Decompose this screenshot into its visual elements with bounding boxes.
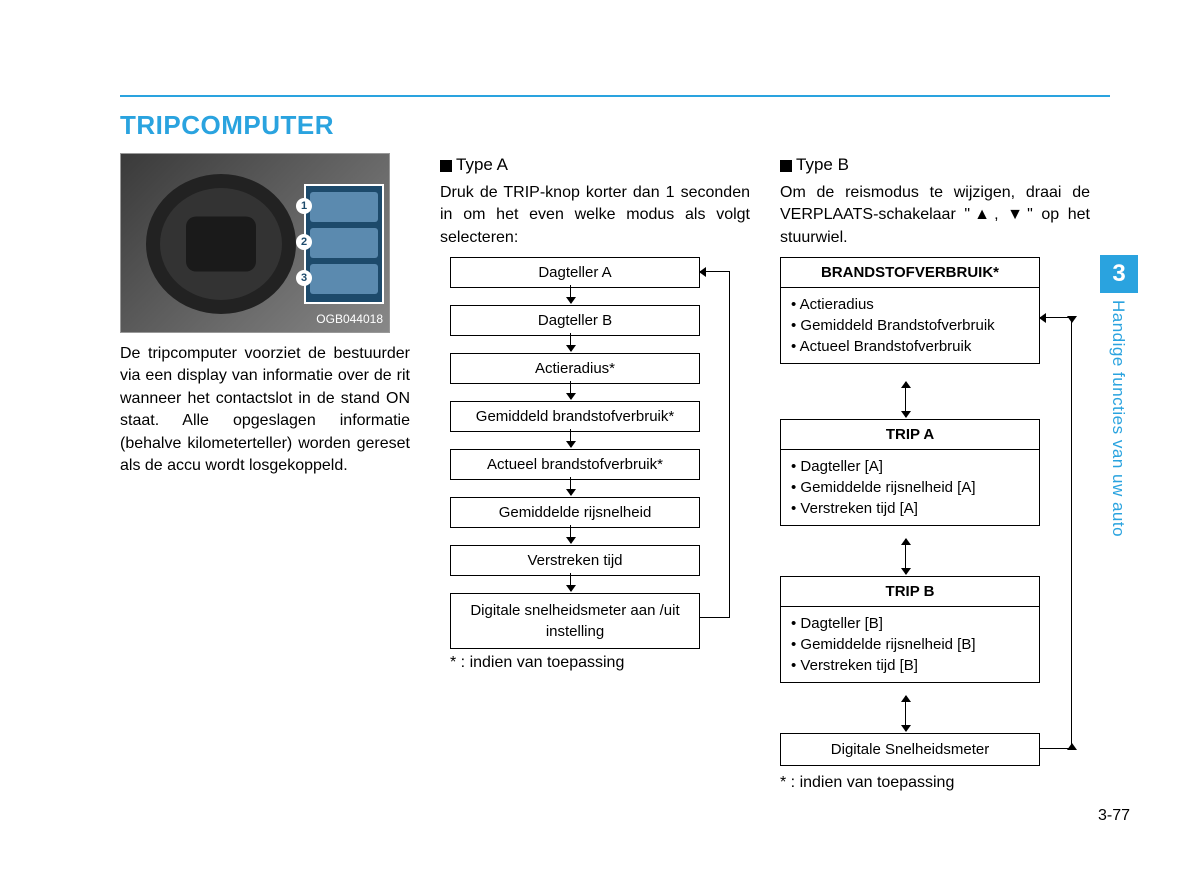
columns: 1 2 3 OGB044018 De tripcomputer voorziet… [120, 153, 1090, 887]
flow-b-item: Dagteller [A] [791, 456, 1029, 477]
flow-b-item: Gemiddelde rijsnelheid [B] [791, 634, 1029, 655]
arrow-down-icon [570, 381, 571, 399]
return-arrow-icon [1040, 317, 1072, 318]
return-arrow-icon [700, 271, 730, 272]
column-left: 1 2 3 OGB044018 De tripcomputer voorziet… [120, 153, 410, 887]
type-b-desc: Om de reismodus te wijzigen, draai de VE… [780, 182, 1090, 249]
flow-b-item: Verstreken tijd [B] [791, 655, 1029, 676]
steering-wheel-image: 1 2 3 OGB044018 [120, 153, 390, 333]
flow-b-box-trip-b: TRIP B Dagteller [B] Gemiddelde rijsnelh… [780, 576, 1040, 683]
type-b-note: * : indien van toepassing [780, 772, 954, 794]
image-code: OGB044018 [316, 311, 383, 328]
flow-a-box: Dagteller A [450, 257, 700, 288]
arrow-down-icon [570, 573, 571, 591]
flow-b-item: Dagteller [B] [791, 613, 1029, 634]
type-a-desc: Druk de TRIP-knop korter dan 1 seconden … [440, 182, 750, 249]
side-label: Handige functies van uw auto [1108, 300, 1128, 537]
flow-b-item: Gemiddelde rijsnelheid [A] [791, 477, 1029, 498]
flow-type-a: Dagteller A Dagteller B Actieradius* Gem… [440, 257, 740, 757]
flow-a-box: Digitale snelheidsmeter aan /uit instell… [450, 593, 700, 649]
arrow-down-icon [570, 285, 571, 303]
flow-b-box-title: BRANDSTOFVERBRUIK* [781, 258, 1039, 288]
flow-a-box: Actieradius* [450, 353, 700, 384]
top-rule [120, 95, 1110, 97]
arrow-down-icon [570, 333, 571, 351]
flow-b-item: Actieradius [791, 294, 1029, 315]
flow-a-box: Dagteller B [450, 305, 700, 336]
column-type-a: Type A Druk de TRIP-knop korter dan 1 se… [440, 153, 750, 887]
double-arrow-icon [905, 539, 906, 574]
flow-b-item: Gemiddeld Brandstofverbruik [791, 315, 1029, 336]
flow-a-box: Gemiddeld brandstofverbruik* [450, 401, 700, 432]
flow-b-item: Verstreken tijd [A] [791, 498, 1029, 519]
chapter-tab: 3 [1100, 255, 1138, 293]
flow-b-box-fuel: BRANDSTOFVERBRUIK* Actieradius Gemiddeld… [780, 257, 1040, 364]
return-line [729, 271, 730, 618]
page-content: TRIPCOMPUTER 1 2 3 OGB044018 De tripcomp… [120, 110, 1090, 887]
flow-b-box-trip-a: TRIP A Dagteller [A] Gemiddelde rijsnelh… [780, 419, 1040, 526]
arrow-down-icon [570, 429, 571, 447]
flow-a-box: Gemiddelde rijsnelheid [450, 497, 700, 528]
double-arrow-icon [905, 382, 906, 417]
flow-b-item: Actueel Brandstofverbruik [791, 336, 1029, 357]
type-b-heading-text: Type B [796, 155, 849, 174]
flow-a-box: Verstreken tijd [450, 545, 700, 576]
flow-a-box: Actueel brandstofverbruik* [450, 449, 700, 480]
intro-text: De tripcomputer voorziet de bestuurder v… [120, 343, 410, 477]
flow-b-box-speed: Digitale Snelheidsmeter [780, 733, 1040, 766]
arrow-down-icon [570, 525, 571, 543]
flow-b-box-title: TRIP B [781, 577, 1039, 607]
type-a-note: * : indien van toepassing [450, 652, 624, 674]
flow-type-b: BRANDSTOFVERBRUIK* Actieradius Gemiddeld… [780, 257, 1090, 887]
flow-b-box-title: TRIP A [781, 420, 1039, 450]
type-a-heading-text: Type A [456, 155, 508, 174]
return-line [1071, 317, 1072, 749]
page-number: 3-77 [1098, 807, 1130, 825]
column-type-b: Type B Om de reismodus te wijzigen, draa… [780, 153, 1090, 887]
arrow-down-icon [570, 477, 571, 495]
type-b-heading: Type B [780, 153, 1090, 177]
type-a-heading: Type A [440, 153, 750, 177]
return-line [700, 617, 730, 618]
double-arrow-icon [905, 696, 906, 731]
page-title: TRIPCOMPUTER [120, 110, 1090, 141]
